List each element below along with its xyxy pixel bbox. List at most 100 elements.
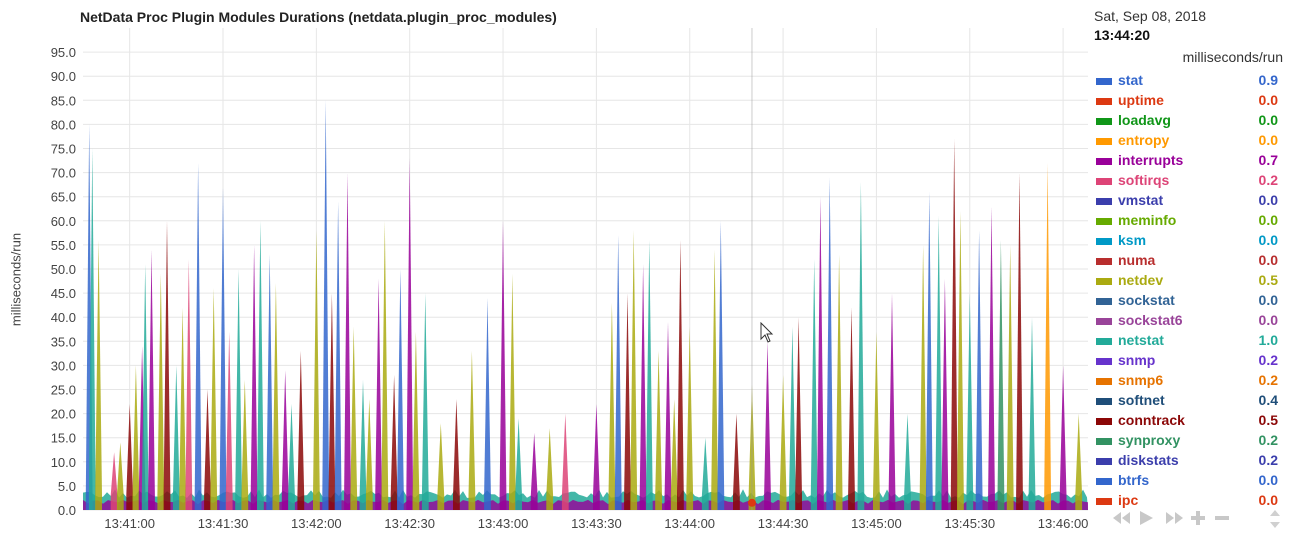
y-tick-label: 20.0 xyxy=(51,407,76,422)
legend-series-value: 0.0 xyxy=(1258,252,1278,268)
y-tick-label: 10.0 xyxy=(51,455,76,470)
legend-item-netstat[interactable]: netstat 1.0 xyxy=(1094,330,1284,350)
x-tick-label: 13:44:30 xyxy=(758,516,809,531)
peak-netstat xyxy=(935,216,943,510)
legend-swatch xyxy=(1096,158,1112,165)
y-tick-label: 75.0 xyxy=(51,142,76,157)
legend-series-name: btrfs xyxy=(1118,472,1150,488)
peak-netdev xyxy=(116,442,124,510)
legend-series-value: 0.5 xyxy=(1258,272,1278,288)
peak-interrupts xyxy=(817,196,824,510)
peak-netdev xyxy=(630,230,638,510)
peak-interrupts xyxy=(406,158,414,510)
x-tick-label: 13:42:30 xyxy=(384,516,435,531)
peak-netdev xyxy=(546,428,554,510)
legend-series-value: 0.9 xyxy=(1258,72,1278,88)
legend-series-value: 0.2 xyxy=(1258,372,1278,388)
legend-item-synproxy[interactable]: synproxy 0.2 xyxy=(1094,430,1284,450)
legend-series-value: 0.0 xyxy=(1258,292,1278,308)
x-tick-label: 13:45:30 xyxy=(944,516,995,531)
legend-item-entropy[interactable]: entropy 0.0 xyxy=(1094,130,1284,150)
peak-netstat xyxy=(141,264,149,510)
chart-title: NetData Proc Plugin Modules Durations (n… xyxy=(80,9,557,25)
legend-swatch xyxy=(1096,498,1112,505)
plus-icon[interactable] xyxy=(1190,510,1206,531)
legend-item-uptime[interactable]: uptime 0.0 xyxy=(1094,90,1284,110)
legend-swatch xyxy=(1096,238,1112,245)
legend-item-interrupts[interactable]: interrupts 0.7 xyxy=(1094,150,1284,170)
peak-interrupts xyxy=(941,278,949,510)
peak-interrupts xyxy=(375,278,382,510)
peak-netdev xyxy=(210,288,218,510)
peak-netstat xyxy=(88,148,96,510)
legend-item-sockstat[interactable]: sockstat 0.0 xyxy=(1094,290,1284,310)
peak-stat xyxy=(334,201,342,510)
peak-softirqs xyxy=(225,331,233,510)
y-tick-label: 95.0 xyxy=(51,45,76,60)
legend-series-value: 0.0 xyxy=(1258,212,1278,228)
legend-item-ipc[interactable]: ipc 0.0 xyxy=(1094,490,1284,510)
peak-netdev xyxy=(241,379,249,510)
legend-item-numa[interactable]: numa 0.0 xyxy=(1094,250,1284,270)
peak-netstat xyxy=(789,326,796,510)
resize-vertical-icon[interactable] xyxy=(1268,509,1282,534)
legend-series-name: numa xyxy=(1118,252,1156,268)
legend-time: 13:44:20 xyxy=(1094,27,1151,43)
legend-series-value: 0.2 xyxy=(1258,432,1278,448)
time-marker-dot xyxy=(747,498,756,507)
legend-swatch xyxy=(1096,278,1112,285)
peak-netdev xyxy=(670,399,678,510)
y-tick-label: 45.0 xyxy=(51,286,76,301)
legend-item-meminfo[interactable]: meminfo 0.0 xyxy=(1094,210,1284,230)
legend-item-ksm[interactable]: ksm 0.0 xyxy=(1094,230,1284,250)
peak-netdev xyxy=(437,423,445,510)
peak-netdev xyxy=(873,331,880,510)
legend-swatch xyxy=(1096,218,1112,225)
peak-netdev xyxy=(509,273,516,510)
peak-conntrack xyxy=(795,317,802,510)
peak-interrupts xyxy=(344,172,351,510)
legend-series-value: 0.0 xyxy=(1258,232,1278,248)
fast-backward-icon[interactable] xyxy=(1112,510,1132,530)
legend-swatch xyxy=(1096,438,1112,445)
peak-netstat xyxy=(172,365,180,510)
legend-item-btrfs[interactable]: btrfs 0.0 xyxy=(1094,470,1284,490)
legend-item-softnet[interactable]: softnet 0.4 xyxy=(1094,390,1284,410)
legend-swatch xyxy=(1096,418,1112,425)
peak-conntrack xyxy=(390,375,398,510)
legend-item-softirqs[interactable]: softirqs 0.2 xyxy=(1094,170,1284,190)
legend-item-sockstat6[interactable]: sockstat6 0.0 xyxy=(1094,310,1284,330)
legend-series-name: ipc xyxy=(1118,492,1139,508)
legend-item-vmstat[interactable]: vmstat 0.0 xyxy=(1094,190,1284,210)
peak-netdev xyxy=(919,244,927,510)
y-tick-label: 55.0 xyxy=(51,238,76,253)
legend-series-value: 0.0 xyxy=(1258,472,1278,488)
x-tick-label: 13:44:00 xyxy=(664,516,715,531)
y-tick-label: 85.0 xyxy=(51,93,76,108)
legend-series-name: diskstats xyxy=(1118,452,1179,468)
legend-date: Sat, Sep 08, 2018 xyxy=(1094,8,1207,24)
peak-stat xyxy=(397,269,404,510)
peak-netdev xyxy=(1006,244,1014,510)
play-icon[interactable] xyxy=(1138,510,1154,531)
chart-areas xyxy=(83,28,1088,511)
legend-item-conntrack[interactable]: conntrack 0.5 xyxy=(1094,410,1284,430)
legend-series-name: snmp6 xyxy=(1118,372,1164,388)
legend-series-name: entropy xyxy=(1118,132,1170,148)
peak-softirqs xyxy=(185,259,193,510)
legend-item-snmp[interactable]: snmp 0.2 xyxy=(1094,350,1284,370)
fast-forward-icon[interactable] xyxy=(1164,510,1184,530)
legend-item-loadavg[interactable]: loadavg 0.0 xyxy=(1094,110,1284,130)
peak-netstat xyxy=(701,437,709,510)
legend-item-snmp6[interactable]: snmp6 0.2 xyxy=(1094,370,1284,390)
minus-icon[interactable] xyxy=(1214,510,1230,531)
legend-item-netdev[interactable]: netdev 0.5 xyxy=(1094,270,1284,290)
legend-swatch xyxy=(1096,258,1112,265)
legend-series-name: ksm xyxy=(1118,232,1147,248)
legend-swatch xyxy=(1096,378,1112,385)
legend-item-diskstats[interactable]: diskstats 0.2 xyxy=(1094,450,1284,470)
peak-netstat xyxy=(857,182,865,510)
y-tick-label: 35.0 xyxy=(51,334,76,349)
legend-item-stat[interactable]: stat 0.9 xyxy=(1094,70,1284,90)
